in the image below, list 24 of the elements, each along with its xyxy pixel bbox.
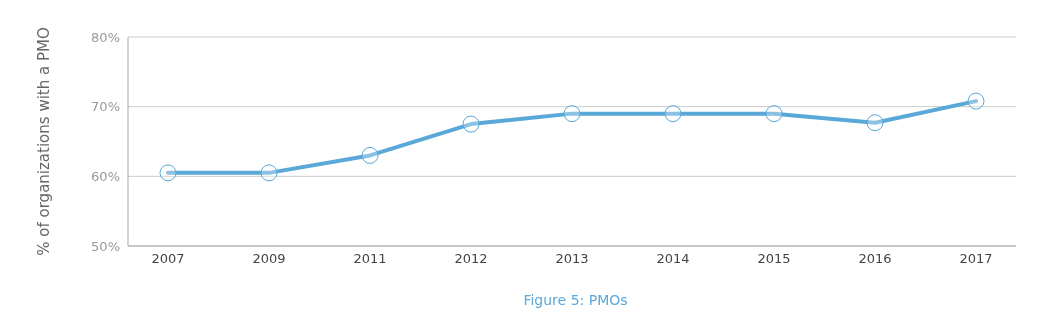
x-tick-label: 2011 xyxy=(353,251,387,267)
y-tick-label: 60% xyxy=(91,168,120,184)
point xyxy=(866,114,884,132)
point xyxy=(462,115,480,133)
point xyxy=(260,164,278,182)
point xyxy=(563,105,581,123)
x-tick-label: 2016 xyxy=(858,251,892,267)
x-tick-label: 2015 xyxy=(757,251,791,267)
x-tick-label: 2013 xyxy=(555,251,589,267)
point xyxy=(664,105,682,123)
x-tick-label: 2017 xyxy=(959,251,993,267)
point xyxy=(159,164,177,182)
point xyxy=(765,105,783,123)
x-tick-label: 2014 xyxy=(656,251,690,267)
point xyxy=(361,146,379,164)
y-tick-label: 50% xyxy=(91,238,120,254)
x-tick-label: 2007 xyxy=(151,251,185,267)
y-tick-label: 70% xyxy=(91,99,120,115)
text: Figure 5: PMOs xyxy=(522,292,629,308)
y-tick-label: 80% xyxy=(91,29,120,45)
y-axis-title: % of organizations with a PMO xyxy=(35,27,54,256)
x-tick-label: 2009 xyxy=(252,251,286,267)
x-tick-label: 2012 xyxy=(454,251,488,267)
point xyxy=(967,92,985,110)
